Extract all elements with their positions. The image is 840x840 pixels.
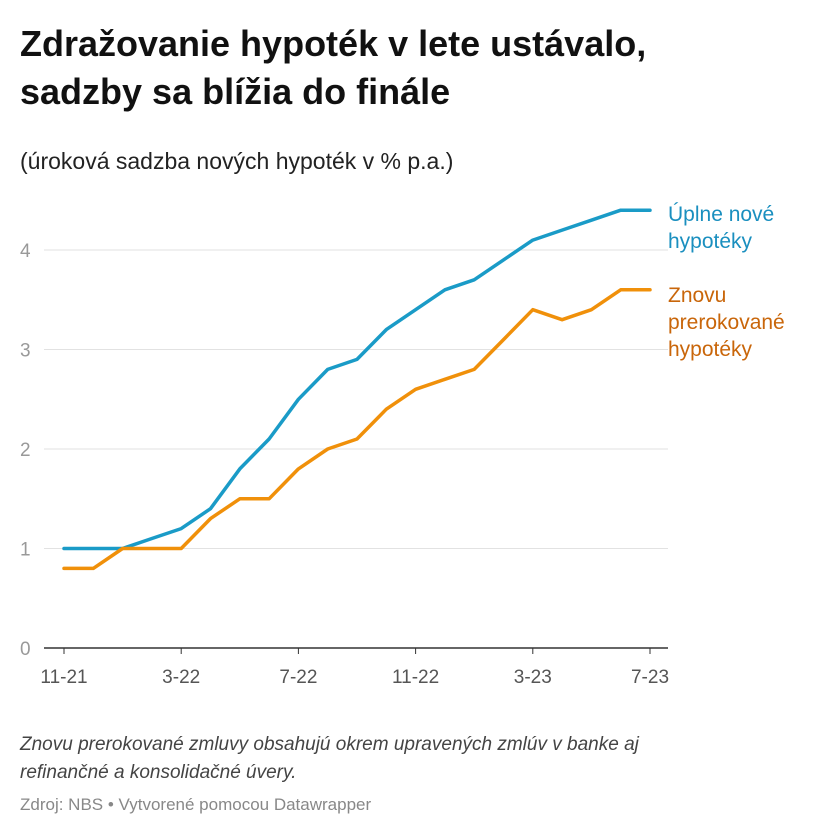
x-tick-label-7-22: 7-22	[279, 667, 317, 688]
legend-new-mortgages: Úplne nové hypotéky	[668, 201, 774, 255]
legend-renegotiated-mortgages: Znovu prerokované hypotéky	[668, 282, 785, 363]
y-tick-label-0: 0	[20, 639, 31, 660]
legend-new-line-2: hypotéky	[668, 230, 753, 253]
legend-new-line-1: Úplne nové	[668, 203, 775, 226]
y-tick-label-2: 2	[20, 440, 31, 461]
y-tick-label-4: 4	[20, 241, 31, 262]
grid-lines	[44, 249, 668, 649]
legend-reneg-line-2: prerokované	[668, 311, 785, 334]
series-line-renegotiated-mortgages	[62, 288, 652, 571]
legend-reneg-line-3: hypotéky	[668, 338, 753, 361]
chart-title-line-1: Zdražovanie hypoték v lete ustávalo,	[20, 23, 647, 64]
chart-source: Zdroj: NBS • Vytvorené pomocou Datawrapp…	[20, 795, 372, 814]
x-tick-label-7-23: 7-23	[631, 667, 669, 688]
chart-notes-line-2: refinančné a konsolidačné úvery.	[20, 762, 297, 783]
x-tick-label-3-22: 3-22	[162, 667, 200, 688]
line-chart: 0 1 2 3 4 11-21 3-22 7-22 11-22 3-23 7-23	[20, 208, 669, 688]
chart-title: Zdražovanie hypoték v lete ustávalo, sad…	[20, 20, 820, 116]
legend-reneg-line-1: Znovu	[668, 284, 727, 307]
x-axis-ticks: 11-21 3-22 7-22 11-22 3-23 7-23	[40, 648, 669, 688]
y-tick-label-1: 1	[20, 540, 31, 561]
y-tick-label-3: 3	[20, 341, 31, 362]
x-tick-label-11-21: 11-21	[40, 667, 87, 688]
x-tick-label-11-22: 11-22	[392, 667, 439, 688]
y-axis-ticks: 0 1 2 3 4	[20, 241, 31, 660]
chart-title-line-2: sadzby sa blížia do finále	[20, 71, 451, 112]
x-tick-label-3-23: 3-23	[514, 667, 552, 688]
series-lines	[62, 208, 652, 571]
chart-notes-line-1: Znovu prerokované zmluvy obsahujú okrem …	[20, 734, 639, 755]
chart-notes: Znovu prerokované zmluvy obsahujú okrem …	[20, 731, 820, 787]
series-line-new-mortgages	[62, 208, 652, 551]
chart-subtitle: (úroková sadzba nových hypoték v % p.a.)	[20, 148, 454, 174]
